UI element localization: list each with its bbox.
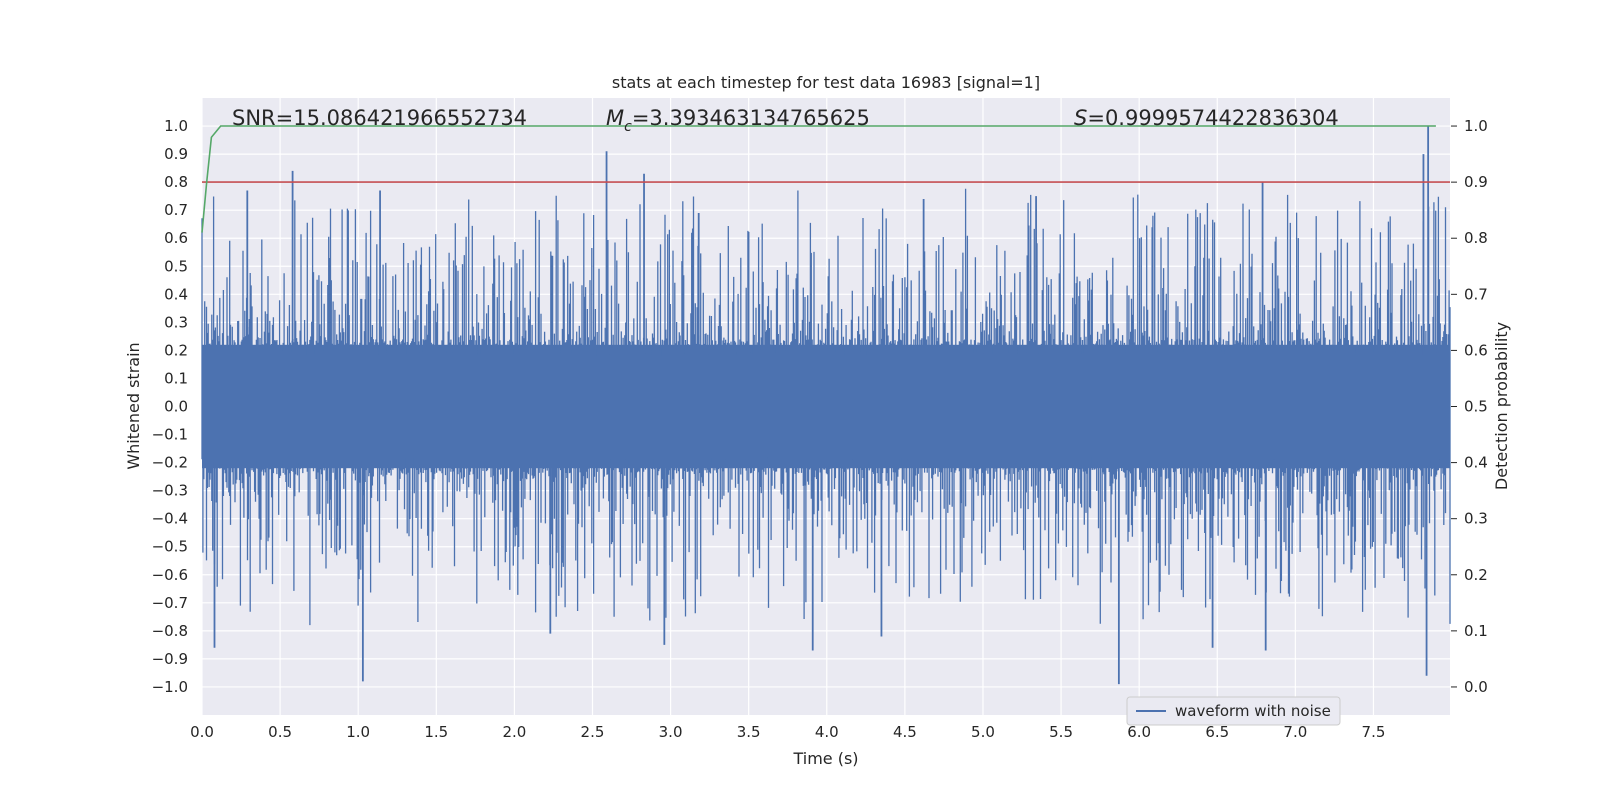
y-tick-label: −0.5 (152, 538, 188, 556)
legend-box (1126, 696, 1341, 726)
y-tick-label: 0.0 (164, 398, 188, 416)
y2-tick-label: 0.6 (1464, 341, 1488, 359)
x-tick-label: 7.0 (1283, 723, 1307, 741)
y2-tick-label: 0.2 (1464, 566, 1488, 584)
y-tick-label: 0.4 (164, 285, 188, 303)
y-tick-label: −0.2 (152, 454, 188, 472)
y-axis-label: Whitened strain (124, 342, 143, 469)
y-tick-label: 0.8 (164, 173, 188, 191)
y-tick-label: −0.3 (152, 482, 188, 500)
x-tick-label: 5.5 (1049, 723, 1073, 741)
y-tick-label: −0.6 (152, 566, 188, 584)
detection-stat-annotation: S=0.9999574422836304 (1074, 106, 1339, 130)
detection-stat-value: =0.9999574422836304 (1087, 106, 1338, 130)
x-tick-label: 3.0 (659, 723, 683, 741)
y2-tick-label: 0.5 (1464, 398, 1488, 416)
x-axis-ticks: 0.0 0.5 1.0 1.5 2.0 2.5 3.0 3.5 4.0 4.5 5.0 5.5 6.0 6… (190, 723, 1385, 741)
y-tick-label: 0.6 (164, 229, 188, 247)
y-tick-label: −0.4 (152, 510, 188, 528)
chirp-mass-symbol: M (606, 106, 624, 130)
x-tick-label: 2.0 (502, 723, 526, 741)
y2-tick-label: 1.0 (1464, 117, 1488, 135)
y-tick-label: −0.7 (152, 594, 188, 612)
y2-tick-label: 0.0 (1464, 678, 1488, 696)
legend: waveform with noise (1126, 696, 1341, 726)
y-tick-label: 0.3 (164, 313, 188, 331)
waveform-series (201, 126, 1451, 685)
x-axis-label: Time (s) (792, 749, 858, 768)
chart-title: stats at each timestep for test data 169… (612, 73, 1040, 92)
y-tick-label: 0.2 (164, 341, 188, 359)
x-tick-label: 6.5 (1205, 723, 1229, 741)
x-tick-label: 2.5 (581, 723, 605, 741)
legend-label: waveform with noise (1175, 702, 1331, 720)
probability-series (201, 125, 1450, 233)
detection-stat-symbol: S (1074, 106, 1087, 130)
chirp-mass-value: =3.393463134765625 (632, 106, 870, 130)
y-tick-label: 0.9 (164, 145, 188, 163)
y2-tick-label: 0.1 (1464, 622, 1488, 640)
y-tick-label: 0.7 (164, 201, 188, 219)
x-tick-label: 0.0 (190, 723, 214, 741)
chirp-mass-subscript: c (624, 119, 632, 135)
x-tick-label: 4.0 (815, 723, 839, 741)
x-tick-label: 3.5 (737, 723, 761, 741)
x-tick-label: 5.0 (971, 723, 995, 741)
y-tick-label: 0.1 (164, 369, 188, 387)
x-tick-label: 1.5 (424, 723, 448, 741)
waveform-noise-trace (201, 188, 1451, 626)
y-tick-label: −0.8 (152, 622, 188, 640)
y2-axis-label: Detection probability (1492, 322, 1511, 490)
detection-probability-line (201, 125, 1436, 233)
y-tick-label: −0.1 (152, 426, 188, 444)
y-tick-label: −1.0 (152, 678, 188, 696)
chirp-mass-annotation: Mc=3.393463134765625 (606, 106, 870, 135)
y-axis-ticks: −1.0 −0.9 −0.8 −0.7 −0.6 −0.5 −0.4 −0.3 −0.2 −0.1… (152, 117, 188, 696)
y2-tick-label: 0.4 (1464, 454, 1488, 472)
x-tick-label: 1.0 (346, 723, 370, 741)
y-tick-label: −0.9 (152, 650, 188, 668)
x-tick-label: 6.0 (1127, 723, 1151, 741)
y-tick-label: 1.0 (164, 117, 188, 135)
y2-axis-ticks: 0.0 0.1 0.2 0.3 0.4 0.5 0.6 0.7 0.8 0.9 1.0 (1451, 117, 1488, 696)
snr-annotation: SNR=15.086421966552734 (232, 106, 527, 130)
y2-tick-label: 0.8 (1464, 229, 1488, 247)
y-tick-label: 0.5 (164, 257, 188, 275)
x-tick-label: 4.5 (893, 723, 917, 741)
y2-tick-label: 0.3 (1464, 510, 1488, 528)
y2-tick-label: 0.7 (1464, 285, 1488, 303)
x-tick-label: 0.5 (268, 723, 292, 741)
x-tick-label: 7.5 (1362, 723, 1386, 741)
y2-tick-label: 0.9 (1464, 173, 1488, 191)
